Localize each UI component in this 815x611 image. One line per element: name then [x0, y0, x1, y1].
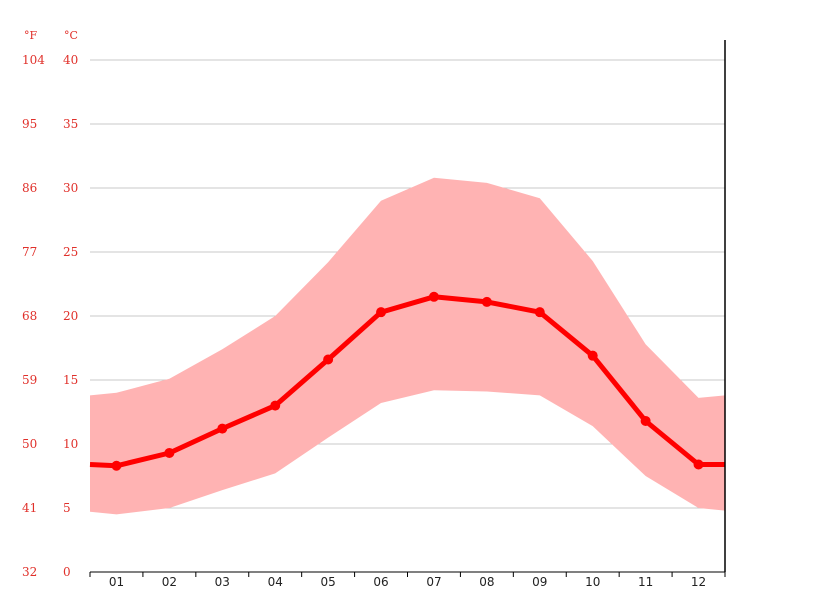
y-tick-label-f: 32: [22, 565, 37, 579]
temperature-range-band: [90, 177, 725, 515]
y-tick-label-f: 86: [22, 181, 37, 195]
tick-labels: 32 0 41 5 50 10 59 15 68 20 77 25 86 30 95 35 104 40 01 02 0…: [22, 53, 706, 589]
x-tick-label: 06: [373, 575, 388, 589]
y-tick-label-c: 10: [63, 437, 78, 451]
x-tick-label: 12: [691, 575, 706, 589]
x-tick-label: 05: [320, 575, 335, 589]
mean-point-12: [693, 459, 704, 470]
x-tick-label: 01: [109, 575, 124, 589]
y-tick-label-c: 15: [63, 373, 78, 387]
mean-point-10: [587, 350, 598, 361]
y-tick-label-c: 0: [63, 565, 71, 579]
y-tick-label-c: 40: [63, 53, 78, 67]
y-tick-label-f: 41: [22, 501, 37, 515]
y-tick-label-f: 50: [22, 437, 37, 451]
x-tick-label: 09: [532, 575, 547, 589]
y-tick-label-c: 25: [63, 245, 78, 259]
y-tick-label-c: 5: [63, 501, 71, 515]
x-tick-label: 07: [426, 575, 441, 589]
y-tick-label-f: 77: [22, 245, 37, 259]
mean-point-02: [164, 447, 175, 458]
mean-point-04: [270, 400, 281, 411]
x-tick-label: 02: [162, 575, 177, 589]
x-tick-label: 03: [215, 575, 230, 589]
mean-point-07: [428, 291, 439, 302]
x-tick-label: 10: [585, 575, 600, 589]
y-tick-label-c: 30: [63, 181, 78, 195]
x-tick-label: 08: [479, 575, 494, 589]
fahrenheit-unit-label: °F: [24, 29, 38, 42]
mean-line-path: [89, 294, 725, 469]
x-tick-label: 11: [638, 575, 653, 589]
mean-point-03: [217, 423, 228, 434]
mean-point-08: [481, 296, 492, 307]
celsius-unit-label: °C: [64, 29, 78, 42]
y-tick-label-c: 20: [63, 309, 78, 323]
mean-point-06: [376, 307, 387, 318]
mean-point-11: [640, 415, 651, 426]
mean-point-05: [323, 354, 334, 365]
y-tick-label-f: 95: [22, 117, 37, 131]
mean-point-01: [111, 460, 122, 471]
mean-point-09: [534, 307, 545, 318]
x-tick-label: 04: [268, 575, 283, 589]
y-tick-label-f: 68: [22, 309, 37, 323]
y-tick-label-f: 104: [22, 53, 45, 67]
axes: [89, 40, 726, 577]
y-tick-label-f: 59: [22, 373, 37, 387]
y-tick-label-c: 35: [63, 117, 78, 131]
range-band-area: [90, 177, 725, 515]
mean-temperature-series: [89, 291, 725, 471]
